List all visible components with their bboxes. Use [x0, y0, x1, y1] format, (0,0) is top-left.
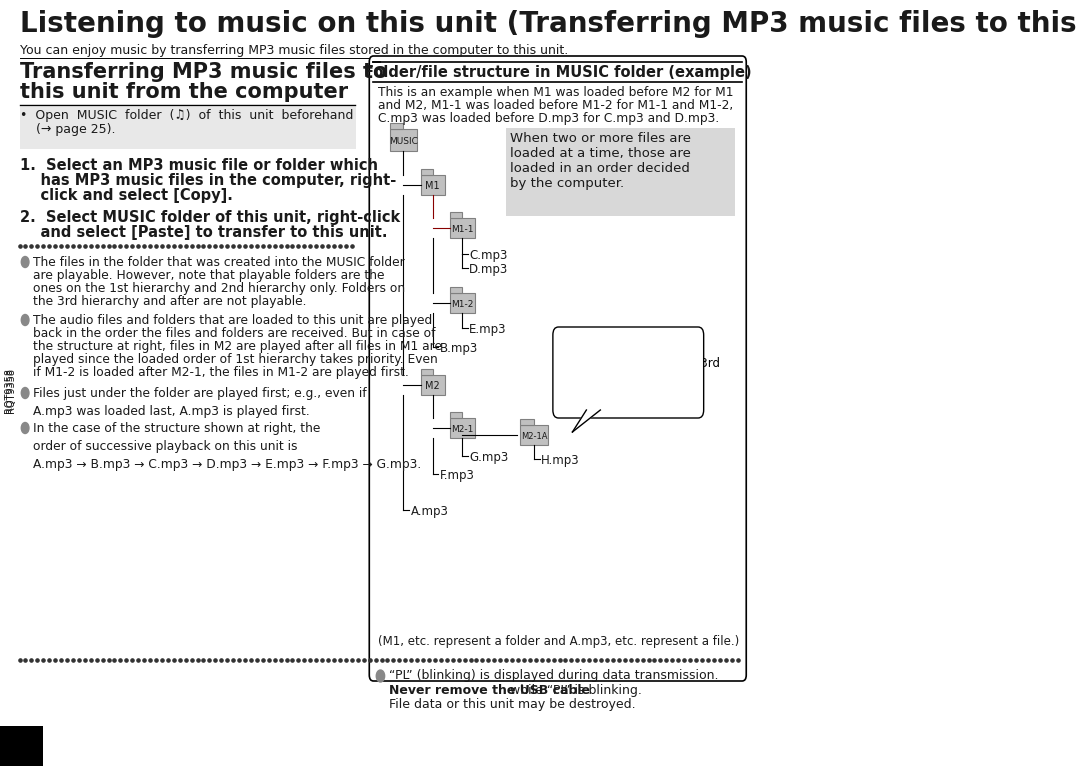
- Text: Files just under the folder are played first; e.g., even if: Files just under the folder are played f…: [32, 387, 366, 400]
- Text: are playable. However, note that playable folders are the: are playable. However, note that playabl…: [32, 269, 384, 282]
- Text: M1-2: M1-2: [451, 300, 473, 309]
- Text: C.mp3 was loaded before D.mp3 for C.mp3 and D.mp3.: C.mp3 was loaded before D.mp3 for C.mp3 …: [378, 112, 719, 125]
- Text: order of successive playback on this unit is: order of successive playback on this uni…: [32, 440, 297, 453]
- Text: In the case of the structure shown at right, the: In the case of the structure shown at ri…: [32, 422, 320, 435]
- Text: “PL” (blinking) is displayed during data transmission.: “PL” (blinking) is displayed during data…: [389, 669, 718, 682]
- FancyBboxPatch shape: [421, 175, 445, 195]
- Text: RQT9358: RQT9358: [4, 368, 14, 413]
- Text: When two or more files are: When two or more files are: [510, 132, 690, 145]
- Text: loaded at a time, those are: loaded at a time, those are: [510, 147, 690, 160]
- Circle shape: [22, 388, 29, 398]
- Text: Folder/file structure in MUSIC folder (example): Folder/file structure in MUSIC folder (e…: [364, 65, 752, 80]
- Circle shape: [376, 670, 384, 682]
- Text: H.mp3: H.mp3: [541, 454, 580, 467]
- FancyBboxPatch shape: [421, 169, 433, 175]
- Text: 1.  Select an MP3 music file or folder which: 1. Select an MP3 music file or folder wh…: [19, 158, 378, 173]
- FancyBboxPatch shape: [449, 412, 462, 418]
- Text: (M1, etc. represent a folder and A.mp3, etc. represent a file.): (M1, etc. represent a folder and A.mp3, …: [378, 635, 740, 648]
- FancyBboxPatch shape: [369, 56, 746, 681]
- Circle shape: [22, 257, 29, 267]
- FancyBboxPatch shape: [0, 726, 43, 766]
- Text: ones on the 1st hierarchy and 2nd hierarchy only. Folders on: ones on the 1st hierarchy and 2nd hierar…: [32, 282, 405, 295]
- Text: M2-1A: M2-1A: [521, 431, 548, 440]
- Text: This is an example when M1 was loaded before M2 for M1: This is an example when M1 was loaded be…: [378, 86, 733, 99]
- Text: F.mp3: F.mp3: [440, 469, 475, 482]
- Text: M1-1: M1-1: [450, 224, 473, 234]
- Text: RQT9358: RQT9358: [6, 368, 16, 413]
- Text: because this is on the 3rd: because this is on the 3rd: [567, 357, 720, 370]
- Text: G.mp3: G.mp3: [469, 451, 509, 464]
- Text: File data or this unit may be destroyed.: File data or this unit may be destroyed.: [389, 698, 635, 711]
- FancyBboxPatch shape: [449, 418, 475, 438]
- Circle shape: [22, 315, 29, 326]
- Text: D.mp3: D.mp3: [469, 263, 509, 276]
- FancyBboxPatch shape: [390, 129, 418, 151]
- Text: E.mp3: E.mp3: [469, 323, 507, 336]
- Text: (→ page 25).: (→ page 25).: [19, 123, 116, 136]
- Text: C.mp3: C.mp3: [469, 249, 508, 262]
- FancyBboxPatch shape: [449, 287, 462, 293]
- Text: and M2, M1-1 was loaded before M1-2 for M1-1 and M1-2,: and M2, M1-1 was loaded before M1-2 for …: [378, 99, 733, 112]
- Text: the 3rd hierarchy and after are not playable.: the 3rd hierarchy and after are not play…: [32, 295, 307, 308]
- Text: the structure at right, files in M2 are played after all files in M1 are: the structure at right, files in M2 are …: [32, 340, 442, 353]
- Text: The audio files and folders that are loaded to this unit are played: The audio files and folders that are loa…: [32, 314, 432, 327]
- FancyBboxPatch shape: [421, 369, 433, 375]
- Text: A.mp3 was loaded last, A.mp3 is played first.: A.mp3 was loaded last, A.mp3 is played f…: [32, 405, 310, 418]
- Text: back in the order the files and folders are received. But in case of: back in the order the files and folders …: [32, 327, 435, 340]
- FancyBboxPatch shape: [449, 293, 475, 313]
- Text: •  Open  MUSIC  folder  (♫)  of  this  unit  beforehand: • Open MUSIC folder (♫) of this unit bef…: [19, 109, 353, 122]
- Text: Transferring MP3 music files to: Transferring MP3 music files to: [19, 62, 387, 82]
- FancyBboxPatch shape: [421, 375, 445, 395]
- Text: M2-1: M2-1: [451, 424, 473, 434]
- Text: 28: 28: [4, 729, 39, 753]
- Text: by the computer.: by the computer.: [510, 177, 624, 190]
- Text: M1: M1: [426, 181, 441, 191]
- Text: played since the loaded order of 1st hierarchy takes priority. Even: played since the loaded order of 1st hie…: [32, 353, 437, 366]
- Text: Listening to music on this unit (Transferring MP3 music files to this unit): Listening to music on this unit (Transfe…: [19, 10, 1080, 38]
- Text: A.mp3 → B.mp3 → C.mp3 → D.mp3 → E.mp3 → F.mp3 → G.mp3.: A.mp3 → B.mp3 → C.mp3 → D.mp3 → E.mp3 → …: [32, 458, 421, 471]
- Text: M2: M2: [426, 381, 441, 391]
- FancyBboxPatch shape: [19, 107, 356, 149]
- Text: has MP3 music files in the computer, right-: has MP3 music files in the computer, rig…: [19, 173, 395, 188]
- FancyBboxPatch shape: [449, 218, 475, 238]
- Text: You can enjoy music by transferring MP3 music files stored in the computer to th: You can enjoy music by transferring MP3 …: [19, 44, 568, 57]
- Text: and select [Paste] to transfer to this unit.: and select [Paste] to transfer to this u…: [19, 225, 387, 240]
- FancyBboxPatch shape: [390, 123, 404, 129]
- Text: click and select [Copy].: click and select [Copy].: [19, 188, 232, 203]
- Text: hierarchy.: hierarchy.: [567, 371, 625, 384]
- Text: The files in the folder that was created into the MUSIC folder: The files in the folder that was created…: [32, 256, 405, 269]
- FancyBboxPatch shape: [507, 128, 735, 216]
- FancyBboxPatch shape: [521, 419, 534, 425]
- Text: this unit from the computer: this unit from the computer: [19, 82, 348, 102]
- Polygon shape: [572, 410, 600, 432]
- Circle shape: [22, 423, 29, 434]
- FancyBboxPatch shape: [449, 212, 462, 218]
- FancyBboxPatch shape: [521, 425, 548, 445]
- Text: loaded in an order decided: loaded in an order decided: [510, 162, 689, 175]
- Text: Never remove the USB cable: Never remove the USB cable: [389, 684, 590, 697]
- FancyBboxPatch shape: [516, 415, 632, 477]
- FancyBboxPatch shape: [553, 327, 704, 418]
- Text: if M1-2 is loaded after M2-1, the files in M1-2 are played first.: if M1-2 is loaded after M2-1, the files …: [32, 366, 408, 379]
- Text: This is not playable: This is not playable: [567, 343, 681, 356]
- Text: while “PL” is blinking.: while “PL” is blinking.: [507, 684, 642, 697]
- Text: A.mp3: A.mp3: [410, 505, 448, 518]
- Text: B.mp3: B.mp3: [440, 342, 478, 355]
- Text: MUSIC: MUSIC: [389, 136, 418, 146]
- Text: 2.  Select MUSIC folder of this unit, right-click: 2. Select MUSIC folder of this unit, rig…: [19, 210, 400, 225]
